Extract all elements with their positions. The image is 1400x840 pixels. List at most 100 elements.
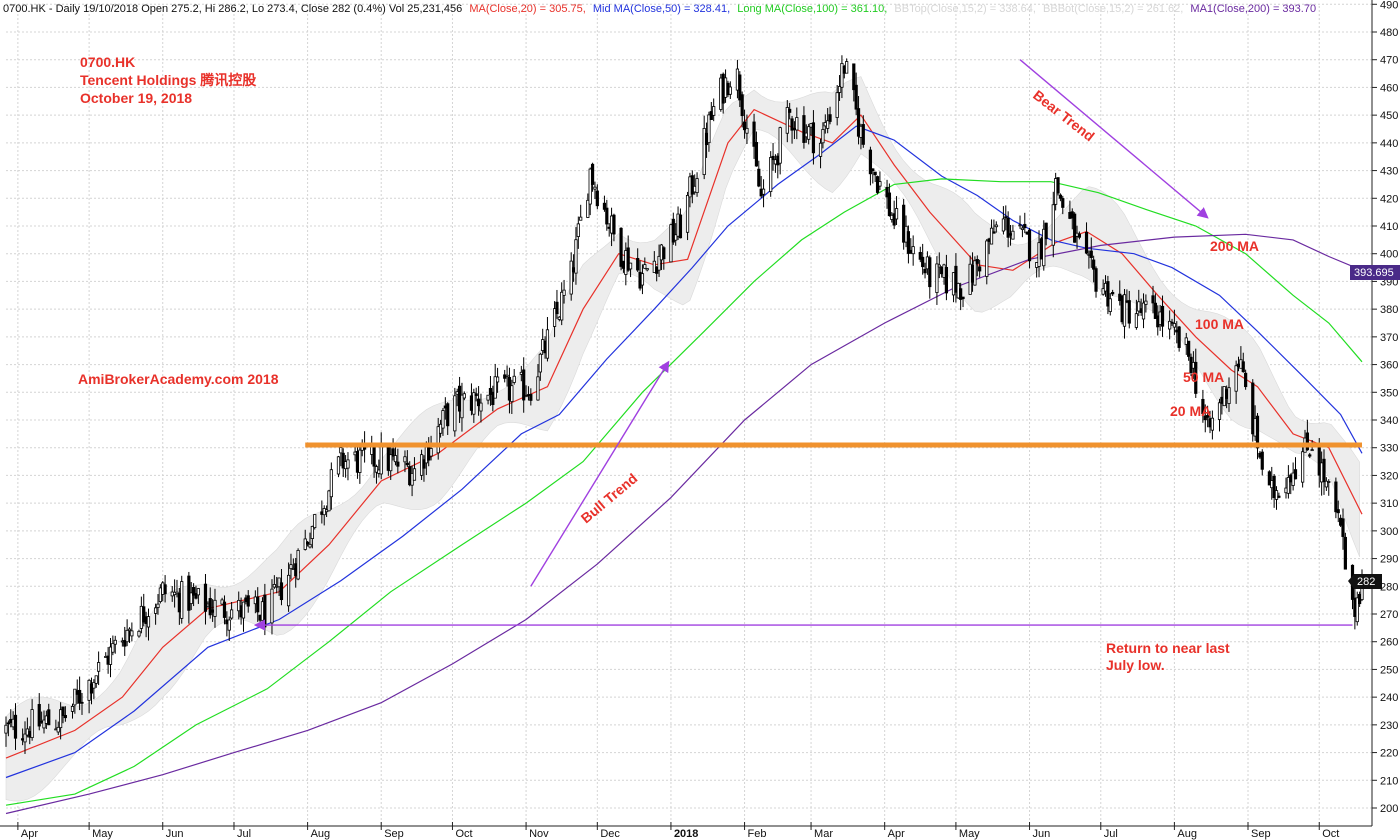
header-ma20: MA(Close,20) = 305.75, [469, 3, 585, 15]
header-bbtop: BBTop(Close,15,2) = 338.64, [894, 3, 1036, 15]
candle-body [412, 468, 417, 481]
candle-body [63, 714, 67, 719]
candle-body [1027, 229, 1032, 262]
candle-body [305, 541, 310, 545]
candle-body [1234, 365, 1238, 392]
candle-body [270, 588, 274, 624]
watermark-label: AmiBrokerAcademy.com 2018 [78, 371, 279, 387]
candle-body [769, 157, 773, 192]
x-tick-label: May [92, 828, 113, 840]
candle-body [738, 74, 742, 101]
candle-body [994, 224, 998, 228]
candle-body [935, 263, 939, 293]
candle-body [488, 388, 493, 395]
moving-average-lines [5, 108, 1363, 815]
candle-body [536, 376, 540, 401]
candle-body [6, 722, 10, 725]
candle-body [1042, 228, 1046, 267]
y-tick-label: 220 [1380, 748, 1398, 760]
candle-body [1144, 300, 1148, 305]
candle-body [277, 577, 281, 588]
candle-body [835, 92, 839, 118]
candle-body [574, 239, 578, 274]
candle-body [826, 120, 830, 129]
candle-body [1134, 313, 1138, 328]
candle-body [923, 268, 927, 274]
candle-body [1334, 481, 1338, 513]
candle-body [1170, 321, 1174, 324]
candle-body [256, 596, 260, 613]
candle-body [785, 107, 789, 134]
candle-body [669, 224, 673, 263]
candle-body [1089, 250, 1093, 258]
candle-body [1274, 490, 1279, 500]
candle-body [180, 581, 184, 619]
return-note-line-1: Return to near last [1106, 640, 1230, 656]
candle-body [111, 643, 115, 653]
candle-body [1255, 415, 1260, 449]
candle-body [887, 192, 892, 217]
header-ma200: MA1(Close,200) = 393.70 [1190, 3, 1316, 15]
candle-body [493, 376, 497, 399]
candle-body [279, 582, 284, 601]
ma200-label: 200 MA [1210, 238, 1259, 254]
y-tick-label: 360 [1380, 360, 1398, 372]
candle-body [374, 466, 379, 473]
candle-body [1177, 326, 1181, 348]
candle-body [586, 199, 590, 218]
x-tick-label: Jul [1104, 828, 1118, 840]
x-tick-label: May [959, 828, 980, 840]
candle-body [329, 469, 333, 498]
candle-body [840, 63, 844, 88]
candle-body [146, 616, 151, 628]
candle-body [379, 445, 383, 475]
y-tick-label: 310 [1380, 498, 1398, 510]
candle-body [1023, 223, 1027, 229]
candle-body [1310, 449, 1314, 452]
candle-body [902, 204, 906, 243]
y-tick-label: 200 [1380, 803, 1398, 815]
candle-body [1094, 268, 1098, 292]
candle-body [194, 593, 198, 599]
y-tick-label: 260 [1380, 637, 1398, 649]
candle-body [130, 630, 134, 637]
candle-body [61, 706, 65, 716]
ma200-price-tag: 393.695 [1350, 265, 1400, 280]
header-info-line: 0700.HK - Daily 19/10/2018 Open 275.2, H… [3, 3, 1316, 15]
ma20-line [5, 108, 1363, 759]
drawn-overlays [253, 59, 1362, 631]
candle-body [227, 619, 231, 631]
y-tick-label: 400 [1380, 249, 1398, 261]
y-tick-label: 270 [1380, 609, 1398, 621]
candle-body [973, 260, 977, 286]
ma50-line [5, 125, 1363, 779]
candle-body [4, 724, 8, 734]
candle-body [959, 288, 963, 300]
return-note-line-2: July low. [1106, 657, 1165, 673]
candle-body [1141, 302, 1146, 320]
candle-body [1151, 295, 1155, 304]
x-tick-label: Nov [529, 828, 549, 840]
candle-body [286, 574, 291, 607]
x-tick-label: Jun [1033, 828, 1051, 840]
candle-body [854, 84, 858, 110]
x-tick-label: Oct [1322, 828, 1339, 840]
candle-body [1006, 217, 1010, 238]
candle-body [486, 394, 490, 401]
y-tick-label: 480 [1380, 27, 1398, 39]
candle-body [569, 260, 573, 295]
candle-body [510, 385, 514, 403]
ma200-line [5, 233, 1363, 815]
candle-body [1058, 194, 1063, 199]
candle-body [296, 550, 300, 580]
candle-body [742, 121, 747, 131]
candle-body [1122, 294, 1127, 327]
candle-body [911, 246, 915, 255]
candle-body [1293, 469, 1298, 480]
candle-body [636, 257, 640, 271]
candle-body [339, 447, 343, 454]
candle-body [1355, 597, 1359, 623]
candle-body [626, 247, 630, 271]
candle-body [671, 218, 675, 243]
